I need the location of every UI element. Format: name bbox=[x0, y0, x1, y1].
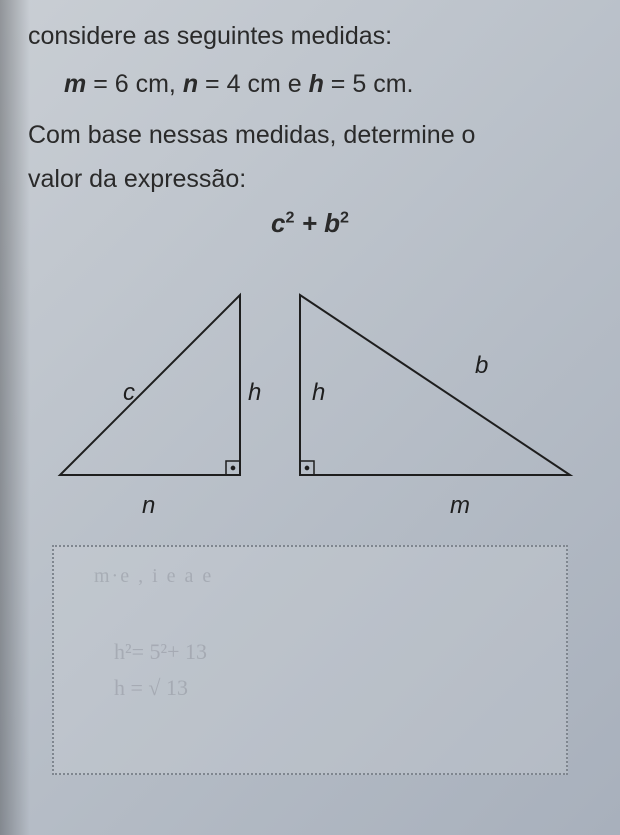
triangles-figure: c h n h b m bbox=[30, 265, 590, 525]
txt-n: = 4 cm e bbox=[205, 70, 309, 98]
handwriting-line-2: h²= 5²+ 13 bbox=[114, 639, 207, 665]
var-h: h bbox=[309, 70, 324, 98]
question-given-values: m = 6 cm, n = 4 cm e h = 5 cm. bbox=[28, 66, 592, 104]
expr-b: b bbox=[324, 208, 340, 238]
left-triangle bbox=[60, 295, 240, 475]
expression: c2 + b2 bbox=[28, 208, 592, 239]
label-h-left: h bbox=[248, 379, 261, 406]
label-b: b bbox=[475, 352, 488, 379]
var-m: m bbox=[64, 70, 86, 98]
label-h-right: h bbox=[312, 379, 325, 406]
question-line-4: valor da expressão: bbox=[28, 161, 592, 199]
question-line-1: considere as seguintes medidas: bbox=[28, 18, 592, 56]
left-right-angle bbox=[226, 461, 240, 475]
expr-c: c bbox=[271, 208, 285, 238]
page-content: considere as seguintes medidas: m = 6 cm… bbox=[0, 0, 620, 775]
triangles-svg: c h n h b m bbox=[30, 265, 590, 525]
answer-area: m·e , i e a e h²= 5²+ 13 h = √ 13 bbox=[52, 545, 568, 775]
label-n: n bbox=[142, 492, 155, 519]
handwriting-line-3: h = √ 13 bbox=[114, 675, 188, 701]
txt-h: = 5 cm. bbox=[331, 70, 414, 98]
txt-m: = 6 cm, bbox=[93, 70, 183, 98]
right-triangle bbox=[300, 295, 570, 475]
question-line-3: Com base nessas medidas, determine o bbox=[28, 117, 592, 155]
expr-plus: + bbox=[294, 208, 324, 238]
label-m: m bbox=[450, 492, 470, 519]
expr-b-exp: 2 bbox=[340, 208, 349, 226]
right-right-angle bbox=[300, 461, 314, 475]
label-c: c bbox=[123, 379, 135, 406]
var-n: n bbox=[183, 70, 198, 98]
handwriting-line-1: m·e , i e a e bbox=[94, 565, 213, 588]
